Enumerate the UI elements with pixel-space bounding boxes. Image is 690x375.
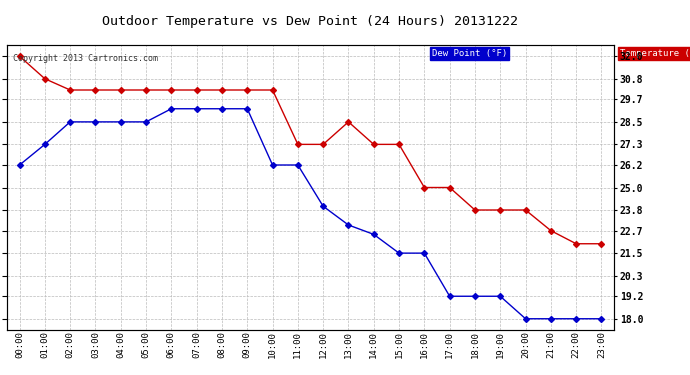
Text: Dew Point (°F): Dew Point (°F) — [432, 49, 507, 58]
Text: Temperature (°F): Temperature (°F) — [620, 49, 690, 58]
Text: Copyright 2013 Cartronics.com: Copyright 2013 Cartronics.com — [13, 54, 158, 63]
Text: Outdoor Temperature vs Dew Point (24 Hours) 20131222: Outdoor Temperature vs Dew Point (24 Hou… — [103, 15, 518, 28]
